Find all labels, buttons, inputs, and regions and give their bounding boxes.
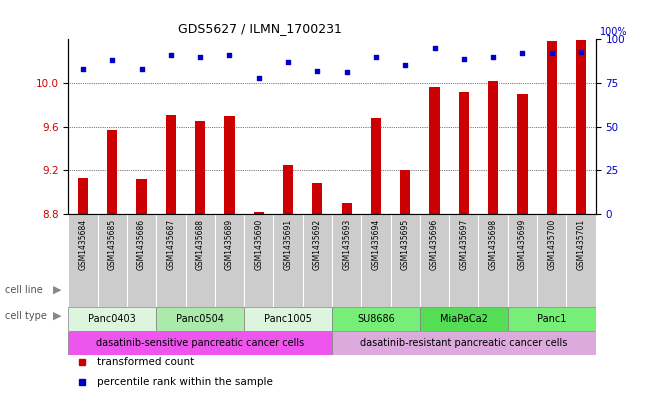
Text: cell line: cell line	[5, 285, 43, 295]
Text: GSM1435694: GSM1435694	[372, 219, 380, 270]
Bar	[68, 331, 332, 355]
Text: ▶: ▶	[53, 285, 62, 295]
Text: 100%: 100%	[600, 26, 628, 37]
Bar	[244, 307, 332, 331]
Text: Panc1: Panc1	[537, 314, 566, 324]
Text: dasatinib-sensitive pancreatic cancer cells: dasatinib-sensitive pancreatic cancer ce…	[96, 338, 304, 348]
Bar	[332, 331, 596, 355]
Bar	[225, 116, 234, 214]
Bar	[420, 307, 508, 331]
Point	[576, 48, 587, 55]
Text: Panc0403: Panc0403	[89, 314, 136, 324]
Bar	[283, 165, 293, 214]
Text: ▶: ▶	[53, 310, 62, 321]
Bar	[430, 87, 439, 214]
Point	[107, 57, 117, 63]
Point	[254, 75, 264, 81]
Bar	[78, 178, 88, 214]
Bar	[195, 121, 205, 214]
Point	[283, 59, 293, 65]
Text: GSM1435697: GSM1435697	[460, 219, 468, 270]
Bar	[254, 212, 264, 214]
Text: Panc0504: Panc0504	[176, 314, 224, 324]
Point	[342, 69, 352, 75]
Text: GSM1435688: GSM1435688	[196, 219, 204, 270]
Point	[137, 66, 147, 72]
Bar	[459, 92, 469, 214]
Point	[312, 68, 323, 74]
Point	[430, 45, 440, 51]
Text: MiaPaCa2: MiaPaCa2	[440, 314, 488, 324]
Text: GSM1435698: GSM1435698	[489, 219, 497, 270]
Point	[78, 66, 89, 72]
Text: GSM1435687: GSM1435687	[167, 219, 175, 270]
Text: GSM1435689: GSM1435689	[225, 219, 234, 270]
Text: GSM1435685: GSM1435685	[108, 219, 117, 270]
Bar	[332, 307, 420, 331]
Point	[400, 62, 411, 69]
Text: SU8686: SU8686	[357, 314, 395, 324]
Bar	[68, 307, 156, 331]
Bar	[107, 130, 117, 214]
Text: GSM1435686: GSM1435686	[137, 219, 146, 270]
Text: percentile rank within the sample: percentile rank within the sample	[98, 376, 273, 387]
Text: GSM1435684: GSM1435684	[79, 219, 87, 270]
Bar	[547, 42, 557, 214]
Text: GDS5627 / ILMN_1700231: GDS5627 / ILMN_1700231	[178, 22, 342, 35]
Bar	[508, 307, 596, 331]
Point	[458, 55, 469, 62]
Bar	[400, 170, 410, 214]
Point	[195, 53, 206, 60]
Text: dasatinib-resistant pancreatic cancer cells: dasatinib-resistant pancreatic cancer ce…	[360, 338, 568, 348]
Bar	[371, 118, 381, 214]
Text: Panc1005: Panc1005	[264, 314, 312, 324]
Point	[488, 53, 499, 60]
Bar	[342, 203, 352, 214]
Point	[517, 50, 527, 57]
Bar	[156, 307, 244, 331]
Text: GSM1435691: GSM1435691	[284, 219, 292, 270]
Bar	[488, 81, 498, 214]
Text: GSM1435692: GSM1435692	[313, 219, 322, 270]
Point	[547, 50, 557, 57]
Bar	[166, 115, 176, 214]
Bar	[312, 183, 322, 214]
Text: GSM1435701: GSM1435701	[577, 219, 585, 270]
Text: GSM1435696: GSM1435696	[430, 219, 439, 270]
Point	[371, 53, 381, 60]
Text: GSM1435700: GSM1435700	[547, 219, 556, 270]
Text: cell type: cell type	[5, 310, 47, 321]
Text: GSM1435693: GSM1435693	[342, 219, 351, 270]
Text: GSM1435690: GSM1435690	[255, 219, 263, 270]
Text: transformed count: transformed count	[98, 357, 195, 367]
Text: GSM1435699: GSM1435699	[518, 219, 527, 270]
Point	[165, 52, 176, 58]
Bar	[576, 40, 586, 214]
Bar	[137, 179, 146, 214]
Point	[224, 52, 235, 58]
Bar	[518, 94, 527, 214]
Text: GSM1435695: GSM1435695	[401, 219, 409, 270]
